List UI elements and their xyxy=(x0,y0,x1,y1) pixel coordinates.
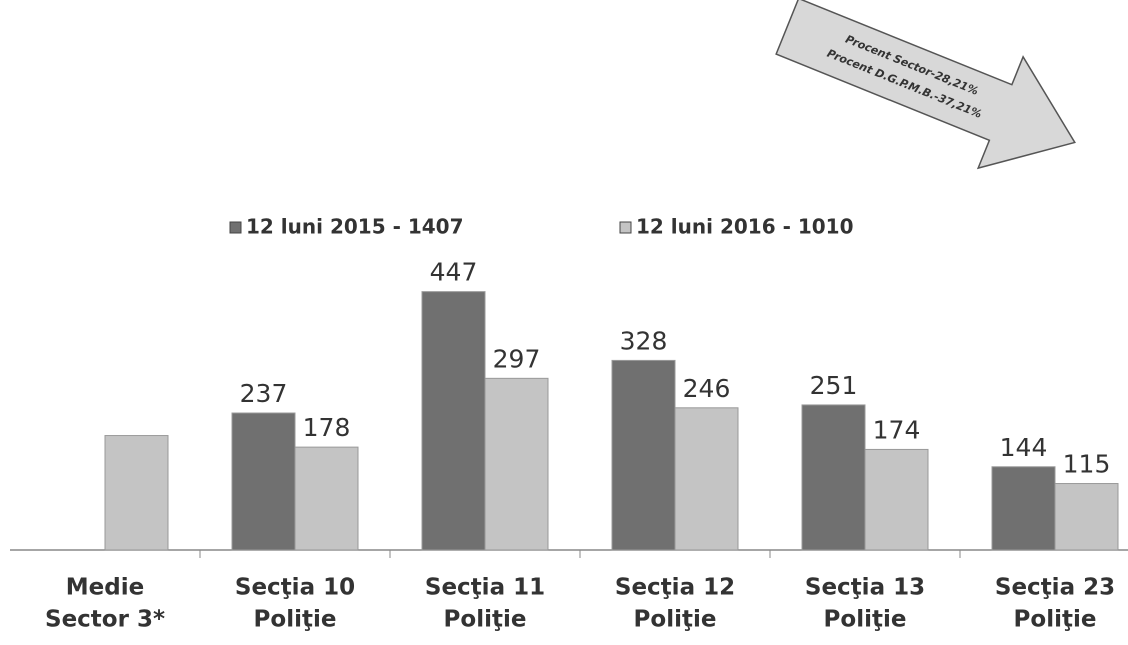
data-label: 447 xyxy=(430,258,478,287)
data-label: 144 xyxy=(1000,433,1048,462)
data-label: 251 xyxy=(810,371,858,400)
bar xyxy=(801,404,866,551)
data-label: 237 xyxy=(240,379,288,408)
legend-swatch xyxy=(619,221,632,234)
bar xyxy=(1054,483,1119,551)
bar xyxy=(611,359,676,551)
x-tick-label: Medie xyxy=(66,575,144,601)
x-tick-label: Secţia 13 xyxy=(805,575,925,601)
x-tick-label: Secţia 12 xyxy=(615,575,735,601)
x-tick-label: Poliţie xyxy=(1014,607,1097,633)
bar xyxy=(484,377,549,551)
legend-swatch xyxy=(229,221,242,234)
arrow-annotation: Procent Sector-28,21% Procent D.G.P.M.B.… xyxy=(775,0,1076,170)
data-label: 174 xyxy=(873,415,921,444)
arrow-shape xyxy=(775,0,1076,170)
x-tick-label: Poliţie xyxy=(824,607,907,633)
data-label: 328 xyxy=(620,326,668,355)
bar xyxy=(991,466,1056,551)
x-tick-label: Secţia 10 xyxy=(235,575,355,601)
bar xyxy=(294,446,359,551)
bar xyxy=(864,448,929,551)
legend-label: 12 luni 2016 - 1010 xyxy=(636,215,854,239)
bar xyxy=(421,291,486,551)
data-label: 115 xyxy=(1063,450,1111,479)
x-tick-label: Poliţie xyxy=(254,607,337,633)
legend-label: 12 luni 2015 - 1407 xyxy=(246,215,464,239)
bar xyxy=(104,435,169,551)
bar xyxy=(231,412,296,551)
x-tick-label: Poliţie xyxy=(634,607,717,633)
data-label: 178 xyxy=(303,413,351,442)
x-tick-label: Sector 3* xyxy=(45,607,165,633)
data-label: 246 xyxy=(683,374,731,403)
data-label: 297 xyxy=(493,344,541,373)
bar xyxy=(674,407,739,551)
x-tick-label: Secţia 11 xyxy=(425,575,545,601)
x-tick-label: Poliţie xyxy=(444,607,527,633)
x-tick-label: Secţia 23 xyxy=(995,575,1115,601)
